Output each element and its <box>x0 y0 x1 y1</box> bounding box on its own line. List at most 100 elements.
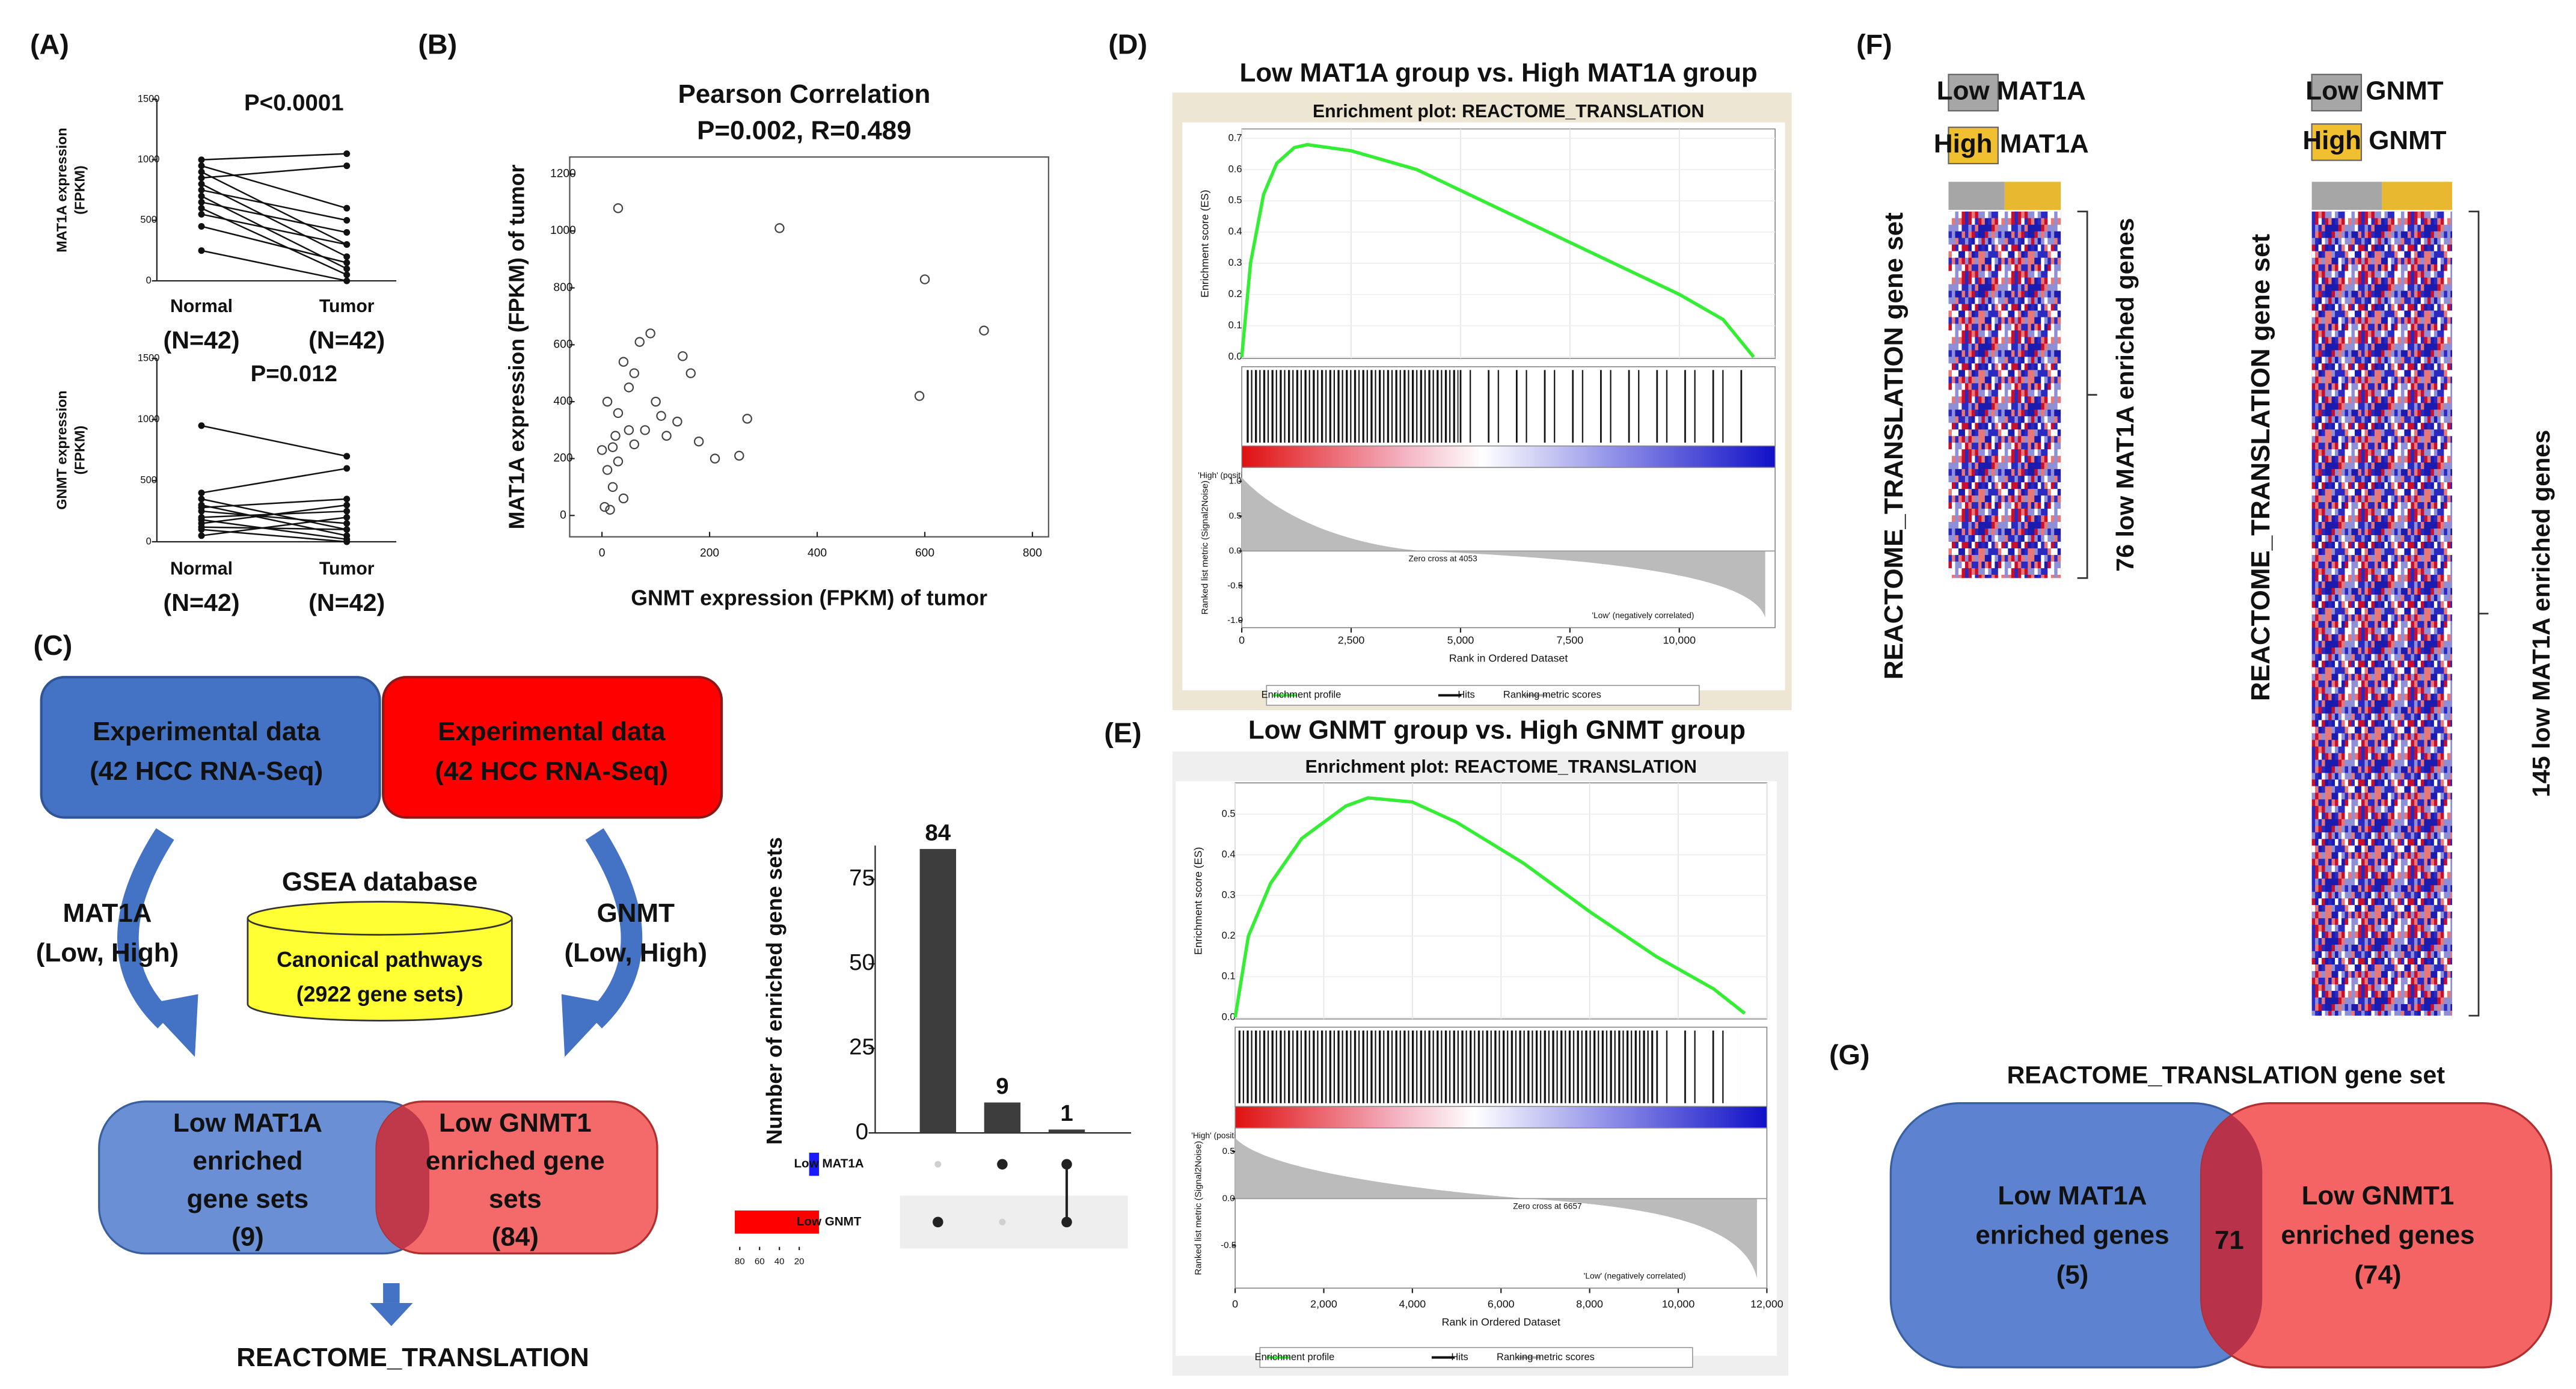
x-tick-label: 8,000 <box>1576 1298 1603 1310</box>
x-tick-label: 200 <box>700 547 719 559</box>
pair-line <box>201 519 347 541</box>
cylinder-top <box>247 901 513 936</box>
x-tick-label: 12,000 <box>1750 1298 1783 1310</box>
point <box>343 526 351 533</box>
set-size-tick-label: 60 <box>755 1256 765 1266</box>
y-tick-label: 0.3 <box>1228 257 1242 268</box>
point <box>651 396 661 407</box>
panel-label: (B) <box>418 28 457 60</box>
category-note: (N=42) <box>308 589 385 616</box>
x-tick-label: 400 <box>808 547 827 559</box>
point <box>343 229 351 236</box>
legend-swatch <box>2311 123 2363 161</box>
venn-text: (5) <box>2056 1260 2089 1290</box>
point <box>640 425 650 435</box>
data-label: 84 <box>925 820 951 845</box>
pair-line <box>201 201 347 233</box>
panel-label: (C) <box>33 630 72 661</box>
pair-line <box>201 498 347 509</box>
point <box>343 265 351 272</box>
output-text: REACTOME_TRANSLATION <box>236 1343 589 1372</box>
point <box>343 253 351 260</box>
point <box>343 507 351 515</box>
pair-line <box>201 171 348 245</box>
point <box>198 526 205 533</box>
point <box>610 431 621 441</box>
plot-title: Enrichment plot: REACTOME_TRANSLATION <box>1305 757 1697 777</box>
y-tick-label: 0.1 <box>1222 971 1236 982</box>
point <box>618 357 629 367</box>
chart-title: Low GNMT group vs. High GNMT group <box>1248 715 1746 744</box>
panel-label: (E) <box>1104 717 1141 749</box>
point <box>198 168 205 176</box>
matrix-dot <box>997 1159 1008 1170</box>
y-tick-label: 0.5 <box>1229 511 1242 521</box>
point <box>605 504 615 515</box>
point <box>710 453 720 464</box>
point <box>343 259 351 266</box>
point <box>343 204 351 212</box>
pair-line <box>201 183 348 257</box>
pair-line <box>201 189 347 221</box>
legend-label: Hits <box>1451 1352 1468 1363</box>
point <box>613 456 624 467</box>
metric-area <box>1235 1138 1757 1278</box>
y-tick-label: 1000 <box>550 224 576 237</box>
category-note: (N=42) <box>164 589 240 616</box>
y-axis-label: MAT1A expression <box>54 127 70 252</box>
gene-count: 76 low MAT1A enriched genes <box>2111 218 2139 571</box>
point <box>198 495 205 503</box>
point <box>198 156 205 164</box>
y-tick-label: 1500 <box>138 93 160 104</box>
panel-label: (G) <box>1829 1039 1869 1070</box>
heatmap <box>2311 211 2453 1016</box>
arrow <box>585 828 643 1029</box>
legend-swatch <box>1948 73 1999 112</box>
pair-line <box>201 425 347 457</box>
pair-line <box>201 529 347 543</box>
y-tick-label: 0.4 <box>1228 226 1242 237</box>
point <box>624 382 634 393</box>
point <box>343 453 351 460</box>
y-tick-label: 0.2 <box>1222 930 1236 941</box>
y-axis-label: Ranked list metric (Signal2Noise) <box>1194 1141 1204 1275</box>
point <box>198 422 205 429</box>
set-size-tick-label: 80 <box>735 1256 745 1266</box>
x-axis-label: Rank in Ordered Dataset <box>1449 652 1568 664</box>
y-tick-label: 0.7 <box>1228 132 1242 143</box>
pair-line <box>201 504 347 524</box>
x-tick-label: Tumor <box>319 296 375 316</box>
y-tick-label: -0.5 <box>1227 580 1243 590</box>
point <box>343 150 351 158</box>
point <box>634 337 645 347</box>
x-tick-label: 10,000 <box>1662 1298 1695 1310</box>
panel-label: (A) <box>30 28 69 60</box>
gene-set-label: REACTOME_TRANSLATION gene set <box>2246 234 2275 701</box>
y-axis-label: Ranked list metric (Signal2Noise) <box>1200 480 1210 615</box>
venn-overlap-count: 71 <box>2215 1225 2244 1255</box>
point <box>198 507 205 515</box>
point <box>602 396 613 407</box>
pair-line <box>201 225 347 264</box>
pair-line <box>201 165 347 179</box>
result-box <box>375 1100 658 1255</box>
point <box>198 210 205 218</box>
x-tick-label: 800 <box>1023 547 1042 559</box>
set-size-bar <box>735 1210 820 1234</box>
group-bar <box>2382 182 2453 210</box>
point <box>343 538 351 545</box>
x-tick-label: Normal <box>170 559 233 579</box>
y-tick-label: 1000 <box>138 414 160 425</box>
pair-line <box>201 165 348 209</box>
point <box>343 241 351 248</box>
matrix-dot <box>933 1216 943 1228</box>
y-tick-label: 0.4 <box>1222 849 1236 860</box>
y-tick-label: 400 <box>553 395 572 408</box>
y-tick-label: 500 <box>140 215 156 225</box>
gene-count: 145 low MAT1A enriched genes <box>2527 430 2555 797</box>
set-size-tick-label: 20 <box>794 1256 805 1266</box>
point <box>661 431 672 441</box>
y-tick-label: 0.0 <box>1228 351 1242 362</box>
arrow <box>117 828 174 1029</box>
point <box>198 162 205 170</box>
